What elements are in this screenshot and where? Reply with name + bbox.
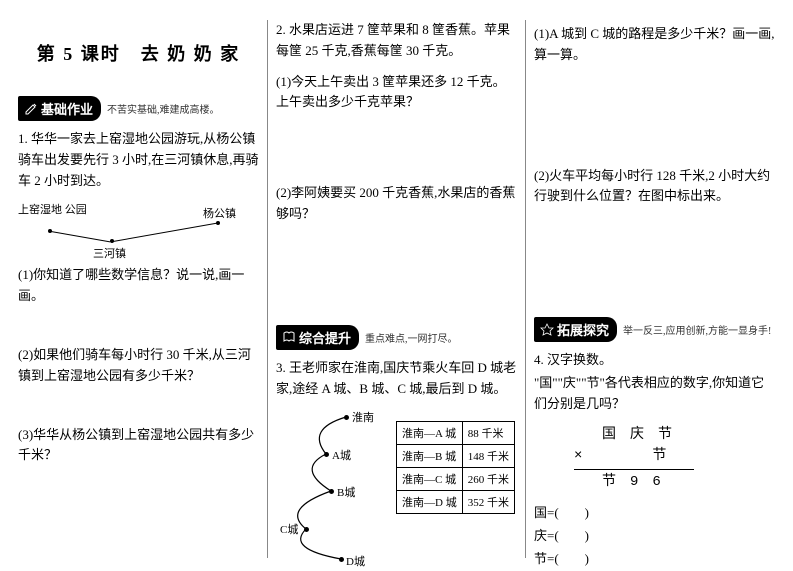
mult-prod: 节 9 6 [574,472,775,493]
q4-answers: 国=( ) 庆=( ) 节=( ) [534,501,775,571]
section-ext-sub: 举一反三,应用创新,方能一显身手! [623,322,771,337]
tcell: 淮南—D 城 [397,491,463,514]
q3-s2: (2)火车平均每小时行 128 千米,2 小时大约行驶到什么位置？在图中标出来。 [534,166,775,208]
q4-body: "国""庆""节"各代表相应的数字,你知道它们分别是几吗？ [534,373,775,415]
q1-s3: (3)华华从杨公镇到上窑湿地公园共有多少千米？ [18,425,259,467]
book-icon [282,330,296,344]
label-a: A城 [332,447,351,463]
label-park: 上窑湿地 公园 [18,201,87,217]
tcell: 淮南—A 城 [397,422,463,445]
section-comp-sub: 重点难点,一网打尽。 [365,330,458,345]
tcell: 352 千米 [462,491,514,514]
star-icon [540,323,554,337]
tcell: 淮南—C 城 [397,468,463,491]
tcell: 88 千米 [462,422,514,445]
section-comp-label: 综合提升 [299,328,351,347]
q3-stem: 3. 王老师家在淮南,国庆节乘火车回 D 城老家,途经 A 城、B 城、C 城,… [276,358,517,400]
label-d: D城 [346,553,365,569]
section-basic-sub: 不苦实基础,难建成高楼。 [107,101,220,116]
q1-diagram: 上窑湿地 公园 三河镇 杨公镇 [18,201,259,261]
label-hn: 淮南 [352,409,374,425]
tcell: 148 千米 [462,445,514,468]
q1-stem: 1. 华华一家去上窑湿地公园游玩,从杨公镇骑车出发要先行 3 小时,在三河镇休息… [18,129,259,191]
section-comp-banner: 综合提升 重点难点,一网打尽。 [276,325,517,350]
ans-qing: 庆=( ) [534,524,775,547]
ans-jie: 节=( ) [534,547,775,570]
ans-guo: 国=( ) [534,501,775,524]
q3-s1: (1)A 城到 C 城的路程是多少千米？画一画,算一算。 [534,24,775,66]
q3-diagram: 淮南 A城 B城 C城 D城 淮南—A 城88 千米 淮南—B 城148 千米 … [276,409,517,569]
label-b: B城 [337,484,355,500]
tcell: 260 千米 [462,468,514,491]
mult-times: × 节 [574,446,775,467]
q1-s1: (1)你知道了哪些数学信息？说一说,画一画。 [18,265,259,307]
tcell: 淮南—B 城 [397,445,463,468]
pencil-icon [24,102,38,116]
multiplication-puzzle: 国 庆 节 × 节 节 9 6 [574,425,775,493]
section-basic-banner: 基础作业 不苦实基础,难建成高楼。 [18,96,259,121]
q2-s2: (2)李阿姨要买 200 千克香蕉,水果店的香蕉够吗？ [276,183,517,225]
q2-stem: 2. 水果店运进 7 筐苹果和 8 筐香蕉。苹果每筐 25 千克,香蕉每筐 30… [276,20,517,62]
q1-s2: (2)如果他们骑车每小时行 30 千米,从三河镇到上窑湿地公园有多少千米？ [18,345,259,387]
section-basic-label: 基础作业 [41,99,93,118]
lesson-title: 第 5 课时 去 奶 奶 家 [18,40,259,66]
distance-table: 淮南—A 城88 千米 淮南—B 城148 千米 淮南—C 城260 千米 淮南… [396,421,515,514]
label-sanhe: 三河镇 [93,245,126,261]
label-c: C城 [280,521,298,537]
section-ext-label: 拓展探究 [557,320,609,339]
section-ext-banner: 拓展探究 举一反三,应用创新,方能一显身手! [534,317,775,342]
q4-stem: 4. 汉字换数。 [534,350,775,371]
q2-s1: (1)今天上午卖出 3 筐苹果还多 12 千克。上午卖出多少千克苹果？ [276,72,517,114]
mult-top: 国 庆 节 [574,425,775,446]
label-yanggong: 杨公镇 [203,205,236,221]
